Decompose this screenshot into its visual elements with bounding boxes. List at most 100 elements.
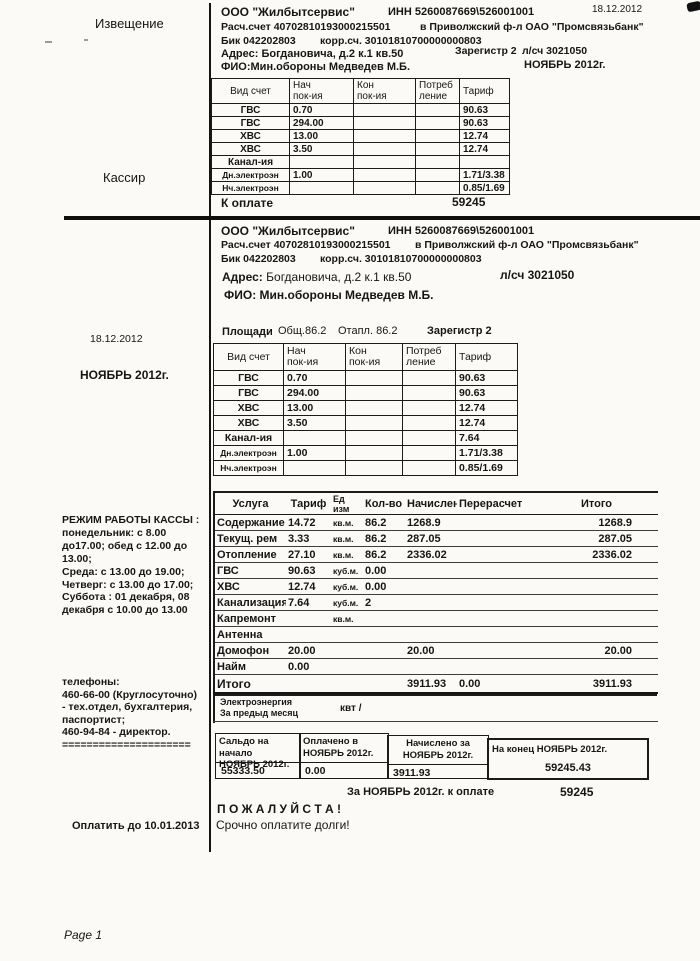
svc-cell	[535, 626, 658, 643]
meter-cell: 3.50	[289, 142, 354, 156]
svc-cell	[535, 610, 658, 627]
org-corr: корр.сч. 30101810700000000803	[320, 253, 482, 265]
meter-cell	[353, 181, 416, 195]
table-row: ХВС 3.50 12.74	[213, 415, 518, 431]
svc-cell: 27.10	[286, 546, 331, 563]
summary-header: Оплачено в НОЯБРЬ 2012г.	[300, 734, 388, 763]
meter-cell: 0.85/1.69	[455, 460, 518, 476]
svc-cell: 20.00	[286, 642, 331, 659]
meter-cell	[415, 168, 460, 182]
table-row: Канал-ия 7.64	[213, 430, 518, 446]
meter-cell	[345, 400, 403, 416]
table-row: Услуга Тариф Ед изм Кол-во Начислен Пере…	[214, 492, 658, 515]
svc-cell: 2336.02	[405, 546, 457, 563]
meter-cell: Нч.электроэн	[213, 460, 284, 476]
svc-cell: 86.2	[363, 514, 405, 531]
org-bik: Бик 042202803	[221, 253, 296, 265]
col-header: Тариф	[459, 78, 510, 104]
svc-cell: 287.05	[535, 530, 658, 547]
meter-cell: 294.00	[283, 385, 346, 401]
svc-cell: ГВС	[214, 562, 286, 579]
main-meters-table: Вид счет Нач пок-ия Кон пок-ия Потреб ле…	[213, 343, 518, 476]
plea-line2: Срочно оплатите долги!	[216, 818, 350, 832]
summary-balance-end: На конец НОЯБРЬ 2012г. 59245.43	[487, 738, 649, 780]
svc-cell	[331, 626, 363, 643]
svc-cell	[363, 610, 405, 627]
svc-cell: Содержание	[214, 514, 286, 531]
payer-fio: ФИО:Мин.обороны Медведев М.Б.	[221, 61, 411, 73]
svc-cell: Итого	[214, 674, 286, 694]
meter-cell	[353, 142, 416, 156]
table-row: Дн.электроэн 1.00 1.71/3.38	[213, 445, 518, 461]
meter-cell	[345, 385, 403, 401]
meter-cell: 294.00	[289, 116, 354, 130]
org-inn: ИНН 5260087669\526001001	[388, 6, 535, 18]
col-header: Кол-во	[363, 492, 405, 515]
stub-date: 18.12.2012	[90, 333, 143, 345]
summary-accrued: Начислено за НОЯБРЬ 2012г. 3911.93	[387, 735, 489, 779]
phone-numbers: телефоны: 460-66-00 (Круглосуточно) - те…	[62, 676, 198, 751]
meter-cell: ГВС	[211, 103, 290, 117]
electro-unit: квт /	[340, 703, 362, 714]
meter-cell	[459, 155, 510, 169]
table-row: Антенна	[214, 626, 658, 643]
meter-cell	[345, 370, 403, 386]
print-date: 18.12.2012	[592, 4, 643, 15]
scan-speck	[45, 41, 52, 43]
meter-cell: 0.70	[283, 370, 346, 386]
notice-total-amount: 59245	[452, 195, 486, 209]
meter-cell	[345, 445, 403, 461]
svc-cell: 14.72	[286, 514, 331, 531]
org-name: ООО "Жилбытсервис"	[221, 5, 355, 19]
svc-cell	[457, 626, 535, 643]
area-total: Общ.86.2	[278, 325, 327, 337]
meter-cell: Канал-ия	[213, 430, 284, 446]
svc-cell	[457, 610, 535, 627]
meter-cell	[402, 460, 456, 476]
col-header: Потреб ление	[402, 343, 456, 371]
meter-cell: 1.71/3.38	[455, 445, 518, 461]
svc-cell: 90.63	[286, 562, 331, 579]
meter-cell	[345, 430, 403, 446]
svc-cell: 1268.9	[535, 514, 658, 531]
cash-office-schedule: РЕЖИМ РАБОТЫ КАССЫ : понедельник: с 8.00…	[62, 514, 200, 617]
personal-account: л/сч 3021050	[500, 268, 575, 282]
billing-month: НОЯБРЬ 2012г.	[524, 59, 606, 71]
org-name: ООО "Жилбытсервис"	[221, 224, 355, 238]
electro-top-line	[213, 694, 657, 696]
col-header: Перерасчет	[457, 492, 535, 515]
table-row: Дн.электроэн 1.00 1.71/3.38	[211, 168, 510, 182]
summary-value: 3911.93	[393, 767, 431, 779]
area-heated: Отапл. 86.2	[338, 325, 398, 337]
svc-cell: куб.м.	[331, 594, 363, 611]
stub-title: Извещение	[95, 16, 164, 31]
summary-header: Начислено за НОЯБРЬ 2012г.	[388, 736, 488, 765]
meter-cell: 12.74	[455, 415, 518, 431]
meter-cell	[353, 116, 416, 130]
svc-cell: кв.м.	[331, 546, 363, 563]
stub-divider-line	[209, 3, 211, 852]
registered-count: Зарегистр 2	[455, 45, 517, 57]
svc-cell	[286, 674, 331, 694]
svc-cell	[405, 562, 457, 579]
meter-cell: 3.50	[283, 415, 346, 431]
svc-cell	[405, 578, 457, 595]
table-row: Вид счет Нач пок-ия Кон пок-ия Потреб ле…	[211, 78, 510, 104]
svc-cell	[286, 626, 331, 643]
meter-cell: 12.74	[459, 129, 510, 143]
table-row: ХВС 13.00 12.74	[211, 129, 510, 143]
svc-cell: 20.00	[535, 642, 658, 659]
meter-cell: 90.63	[455, 385, 518, 401]
svc-cell: куб.м.	[331, 562, 363, 579]
due-label: За НОЯБРЬ 2012г. к оплате	[347, 786, 495, 798]
svc-cell	[457, 546, 535, 563]
svc-cell: 0.00	[363, 578, 405, 595]
table-row: ГВС 294.00 90.63	[211, 116, 510, 130]
table-row: Отопление 27.10 кв.м. 86.2 2336.02 2336.…	[214, 546, 658, 563]
table-row: ГВС 0.70 90.63	[213, 370, 518, 386]
table-row: ГВС 294.00 90.63	[213, 385, 518, 401]
scan-speck	[84, 39, 88, 41]
meter-cell: 1.00	[289, 168, 354, 182]
electro-label: Электроэнергия За предыд месяц	[220, 697, 299, 718]
